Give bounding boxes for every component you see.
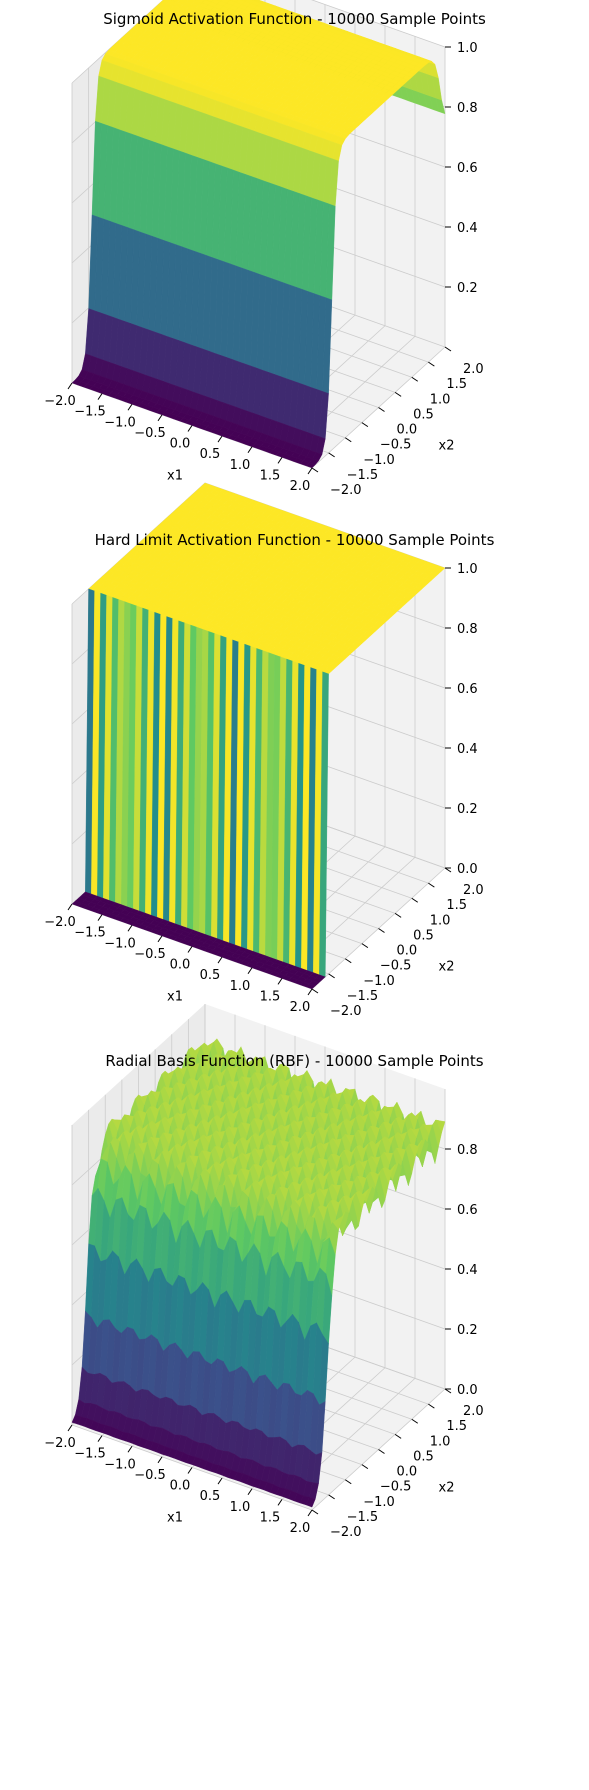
- x2-tick-label: −2.0: [330, 483, 362, 498]
- x2-tick-label: 2.0: [463, 362, 484, 377]
- x1-tick-label: 1.5: [260, 468, 281, 483]
- x1-tick-label: −1.5: [74, 1447, 106, 1462]
- x2-tick-label: 1.0: [430, 392, 451, 407]
- z-tick-label: 0.2: [457, 802, 478, 817]
- z-tick-label: 0.4: [457, 742, 478, 757]
- x2-tick-label: −1.5: [347, 989, 379, 1004]
- x1-tick-label: 2.0: [290, 1000, 311, 1015]
- chart-title-2: Hard Limit Activation Function - 10000 S…: [95, 531, 495, 549]
- chart-title-3: Radial Basis Function (RBF) - 10000 Samp…: [105, 1052, 483, 1070]
- z-tick-label: 0.8: [457, 101, 478, 116]
- x2-tick-label: 2.0: [463, 883, 484, 898]
- x1-tick-label: −0.5: [134, 1468, 166, 1483]
- x1-tick-label: 1.5: [260, 989, 281, 1004]
- x2-tick-label: −2.0: [330, 1004, 362, 1019]
- x1-tick-label: 1.0: [230, 979, 251, 994]
- z-tick-label: 0.6: [457, 161, 478, 176]
- z-tick-label: 0.0: [457, 862, 478, 877]
- x2-axis-label: x2: [439, 960, 455, 975]
- x1-tick-label: −2.0: [44, 394, 76, 409]
- z-tick-label: 1.0: [457, 562, 478, 577]
- z-tick-label: 0.4: [457, 221, 478, 236]
- x2-tick-label: −0.5: [380, 438, 412, 453]
- x1-axis-label: x1: [167, 468, 183, 483]
- x1-tick-label: 0.5: [200, 1489, 221, 1504]
- z-tick-label: 1.0: [457, 41, 478, 56]
- x1-tick-label: −1.5: [74, 405, 106, 420]
- x1-tick-label: −2.0: [44, 1436, 76, 1451]
- z-tick-label: 0.8: [457, 622, 478, 637]
- x1-tick-label: −1.0: [104, 415, 136, 430]
- x2-tick-label: 0.0: [397, 944, 418, 959]
- x1-axis-label: x1: [167, 989, 183, 1004]
- x2-axis-label: x2: [439, 439, 455, 454]
- x1-tick-label: −0.5: [134, 947, 166, 962]
- x2-tick-label: 0.5: [413, 407, 434, 422]
- x2-tick-label: 1.0: [430, 913, 451, 928]
- x2-tick-label: −1.0: [363, 453, 395, 468]
- x2-tick-label: −1.5: [347, 468, 379, 483]
- x1-tick-label: 1.0: [230, 458, 251, 473]
- x1-tick-label: 2.0: [290, 479, 311, 494]
- x1-tick-label: −0.5: [134, 426, 166, 441]
- x1-tick-label: −1.0: [104, 1457, 136, 1472]
- x2-tick-label: 1.5: [446, 377, 467, 392]
- x2-tick-label: 0.5: [413, 928, 434, 943]
- x1-tick-label: 0.0: [170, 437, 191, 452]
- x1-tick-label: 0.5: [200, 447, 221, 462]
- surface-1: [71, 0, 446, 469]
- x1-tick-label: 0.0: [170, 958, 191, 973]
- chart-title-1: Sigmoid Activation Function - 10000 Samp…: [103, 10, 486, 28]
- x1-tick-label: −2.0: [44, 915, 76, 930]
- x1-tick-label: 0.5: [200, 968, 221, 983]
- x1-tick-label: 0.0: [170, 1479, 191, 1494]
- x2-tick-label: 0.0: [397, 423, 418, 438]
- z-tick-label: 0.6: [457, 682, 478, 697]
- x2-tick-label: −1.0: [363, 974, 395, 989]
- z-tick-label: 0.2: [457, 281, 478, 296]
- x1-tick-label: −1.0: [104, 936, 136, 951]
- x1-tick-label: −1.5: [74, 926, 106, 941]
- x2-tick-label: 1.5: [446, 898, 467, 913]
- x2-tick-label: −0.5: [380, 959, 412, 974]
